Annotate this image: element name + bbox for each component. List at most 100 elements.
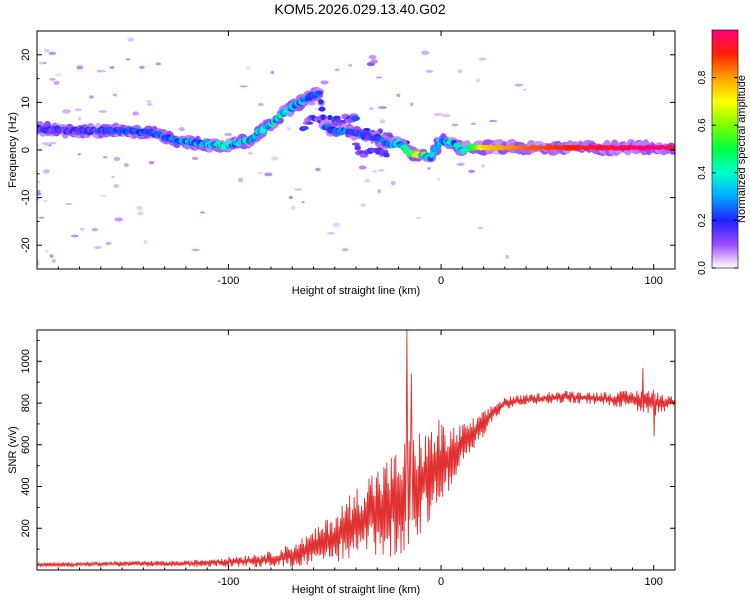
spectrogram-noise-speck <box>137 211 144 216</box>
spectrogram-noise-speck <box>314 107 319 111</box>
spectrogram-noise-speck <box>70 234 79 238</box>
colorbar-ticks: 0.0 0.2 0.4 0.6 0.8 <box>697 70 738 275</box>
spectrogram-noise-speck <box>123 162 129 168</box>
spectrogram-noise-speck <box>191 248 200 252</box>
spectrogram-noise-speck <box>38 216 45 219</box>
spectrogram-noise-speck <box>471 122 476 125</box>
spectrogram-noise-speck <box>112 93 118 97</box>
spectrogram-noise-speck <box>505 254 510 259</box>
spectrogram-noise-speck <box>44 249 49 253</box>
spectrogram-ridge-cell <box>318 106 326 112</box>
spectrogram-noise-speck <box>105 241 112 245</box>
spectrogram-noise-speck <box>371 170 378 173</box>
spectrogram-noise-speck <box>48 141 57 145</box>
snr-ylabel: SNR (v/v) <box>7 426 19 474</box>
spectrogram-noise-speck <box>369 107 374 110</box>
colorbar-tick-label: 0.4 <box>697 165 708 179</box>
spectrogram-ridge-cell <box>666 144 673 148</box>
spectrogram-noise-speck <box>436 178 441 181</box>
spectrogram-noise-speck <box>200 211 206 214</box>
spectrogram-noise-speck <box>264 172 273 177</box>
spectrogram-noise-speck <box>62 109 71 114</box>
spectrogram-branch-cell <box>354 144 361 151</box>
spectrogram-noise-speck <box>468 169 476 173</box>
spectrogram-noise-speck <box>334 68 340 71</box>
spectrogram-noise-speck <box>43 199 48 203</box>
spectrogram-noise-speck <box>301 201 305 204</box>
spectrogram-noise-speck <box>43 61 47 65</box>
spectrogram-noise-speck <box>433 112 443 117</box>
spectrogram-noise-speck <box>358 165 367 170</box>
spectrogram-noise-speck <box>74 108 82 112</box>
spectrogram-xtick-label: -100 <box>217 275 239 287</box>
snr-axes: -100 0 100 200 400 600 800 1000 <box>20 330 675 588</box>
spectrogram-noise-speck <box>247 151 253 155</box>
spectrogram-ytick-label: 0 <box>20 147 32 153</box>
spectrogram-noise-speck <box>522 88 527 92</box>
spectrogram-noise-speck <box>132 111 139 116</box>
spectrogram-noise-speck <box>326 232 335 235</box>
snr-xtick-label: 0 <box>438 576 444 588</box>
snr-ytick-label: 400 <box>20 477 32 495</box>
colorbar-tick-label: 0.6 <box>697 118 708 132</box>
spectrogram-noise-speck <box>136 205 143 211</box>
spectrogram-noise-speck <box>478 57 487 61</box>
figure-title: KOM5.2026.029.13.40.G02 <box>274 1 445 17</box>
snr-ytick-label: 800 <box>20 394 32 412</box>
spectrogram-noise-speck <box>77 116 82 121</box>
spectrogram-branch-cell <box>351 115 361 122</box>
spectrogram-noise-speck <box>99 194 107 197</box>
spectrogram-noise-speck <box>481 164 486 168</box>
spectrogram-ridge-cell <box>316 90 323 96</box>
spectrogram-noise-speck <box>377 169 385 172</box>
spectrogram-noise-speck <box>475 78 481 83</box>
spectrogram-noise-speck <box>147 102 153 106</box>
spectrogram-noise-speck <box>143 240 148 245</box>
spectrogram-branch-cell <box>370 59 379 64</box>
spectrogram-noise-speck <box>191 156 199 161</box>
spectrogram-noise-speck <box>341 248 349 252</box>
spectrogram-noise-speck <box>456 162 465 167</box>
spectrogram-heat-layer <box>37 37 675 266</box>
colorbar-tick-label: 0.0 <box>697 261 708 275</box>
spectrogram-ytick-label: -10 <box>20 190 32 206</box>
spectrogram-noise-speck <box>102 156 108 159</box>
spectrogram-noise-speck <box>89 95 94 99</box>
spectrogram-noise-speck <box>377 189 382 194</box>
colorbar-label: Normalized spectral amplitude <box>736 75 748 223</box>
spectrogram-noise-speck <box>49 254 54 258</box>
spectrogram-noise-speck <box>98 110 107 113</box>
spectrogram-noise-speck <box>409 102 414 107</box>
spectrogram-noise-speck <box>396 93 401 97</box>
spectrogram-noise-speck <box>54 73 63 77</box>
spectrogram-noise-speck <box>415 216 422 220</box>
snr-panel: -100 0 100 200 400 600 800 1000 Height of strai… <box>7 329 676 596</box>
spectrogram-branch-cell <box>368 55 377 60</box>
spectrogram-noise-speck <box>375 76 383 79</box>
spectrogram-noise-speck <box>421 50 430 55</box>
spectrogram-ytick-label: 20 <box>20 49 32 61</box>
spectrogram-noise-speck <box>364 178 371 183</box>
spectrogram-noise-speck <box>155 62 162 66</box>
spectrogram-branch-cell <box>305 121 314 125</box>
spectrogram-noise-speck <box>113 183 120 188</box>
spectrogram-noise-speck <box>77 152 81 156</box>
spectrogram-ridge-cell <box>320 114 326 121</box>
spectrogram-noise-speck <box>379 119 386 124</box>
spectrogram-noise-speck <box>360 203 366 208</box>
spectrogram-noise-speck <box>42 169 50 174</box>
spectrogram-noise-speck <box>257 102 264 107</box>
spectrogram-noise-speck <box>390 180 396 186</box>
spectrogram-ytick-label: -20 <box>20 237 32 253</box>
spectrogram-noise-speck <box>293 188 303 191</box>
spectrogram-noise-speck <box>425 69 434 73</box>
spectrogram-noise-speck <box>139 65 145 69</box>
colorbar: 0.0 0.2 0.4 0.6 0.8 Normalized spectral ampl… <box>697 29 748 275</box>
snr-xtick-label: 100 <box>645 576 663 588</box>
spectrogram-noise-speck <box>95 122 101 127</box>
spectrogram-noise-speck <box>91 227 98 232</box>
spectrogram-noise-speck <box>96 69 102 73</box>
spectrogram-noise-speck <box>51 259 56 263</box>
